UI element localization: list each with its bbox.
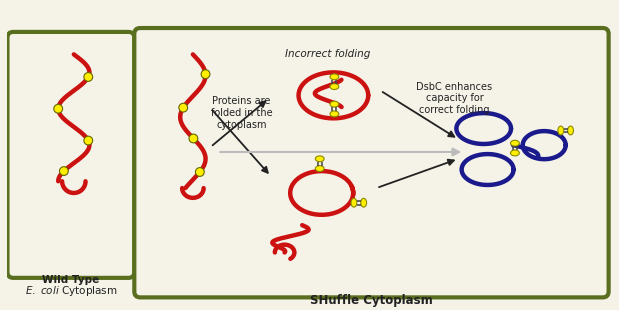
Ellipse shape <box>315 166 324 171</box>
Text: DsbC enhances
capacity for
correct folding: DsbC enhances capacity for correct foldi… <box>417 82 493 115</box>
Text: Proteins are
folded in the
cytoplasm: Proteins are folded in the cytoplasm <box>211 96 272 130</box>
Circle shape <box>54 104 63 113</box>
Text: Wild Type: Wild Type <box>42 275 100 285</box>
Ellipse shape <box>330 111 339 117</box>
Ellipse shape <box>511 140 519 146</box>
Text: SHuffle Cytoplasm: SHuffle Cytoplasm <box>310 294 433 308</box>
Circle shape <box>201 70 210 78</box>
Circle shape <box>84 73 93 81</box>
Ellipse shape <box>558 126 564 135</box>
Ellipse shape <box>330 74 339 80</box>
Ellipse shape <box>330 101 339 107</box>
Ellipse shape <box>351 198 357 207</box>
Ellipse shape <box>361 198 366 207</box>
Text: $\it{E.\ coli}$ Cytoplasm: $\it{E.\ coli}$ Cytoplasm <box>25 284 117 298</box>
Circle shape <box>189 134 198 143</box>
Circle shape <box>59 167 68 175</box>
Text: Incorrect folding: Incorrect folding <box>285 50 370 60</box>
Ellipse shape <box>511 150 519 156</box>
Circle shape <box>179 103 188 112</box>
Ellipse shape <box>330 84 339 90</box>
FancyBboxPatch shape <box>7 32 134 278</box>
Circle shape <box>196 168 204 176</box>
Ellipse shape <box>315 156 324 162</box>
FancyBboxPatch shape <box>134 28 608 297</box>
Circle shape <box>84 136 93 145</box>
Ellipse shape <box>568 126 573 135</box>
